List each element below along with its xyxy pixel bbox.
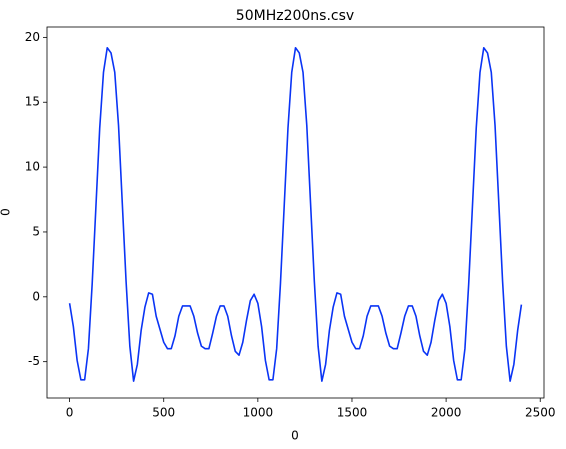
- x-tick-label: 2500: [525, 406, 556, 420]
- y-tick-label: 15: [25, 95, 40, 109]
- y-tick-label: 20: [25, 30, 40, 44]
- y-tick-label: 0: [32, 289, 40, 303]
- chart-title: 50MHz200ns.csv: [236, 8, 354, 24]
- y-tick-label: -5: [28, 354, 40, 368]
- x-axis-label: 0: [291, 429, 299, 443]
- plot-frame: [46, 26, 545, 399]
- x-tick-label: 0: [66, 406, 74, 420]
- x-tick-label: 1500: [337, 406, 368, 420]
- x-tick-label: 2000: [431, 406, 462, 420]
- y-tick-label: 5: [32, 224, 40, 238]
- x-tick-label: 500: [152, 406, 175, 420]
- data-line: [68, 46, 523, 382]
- y-tick-label: 10: [25, 160, 40, 174]
- y-axis-label: 0: [0, 208, 13, 216]
- x-tick-label: 1000: [243, 406, 274, 420]
